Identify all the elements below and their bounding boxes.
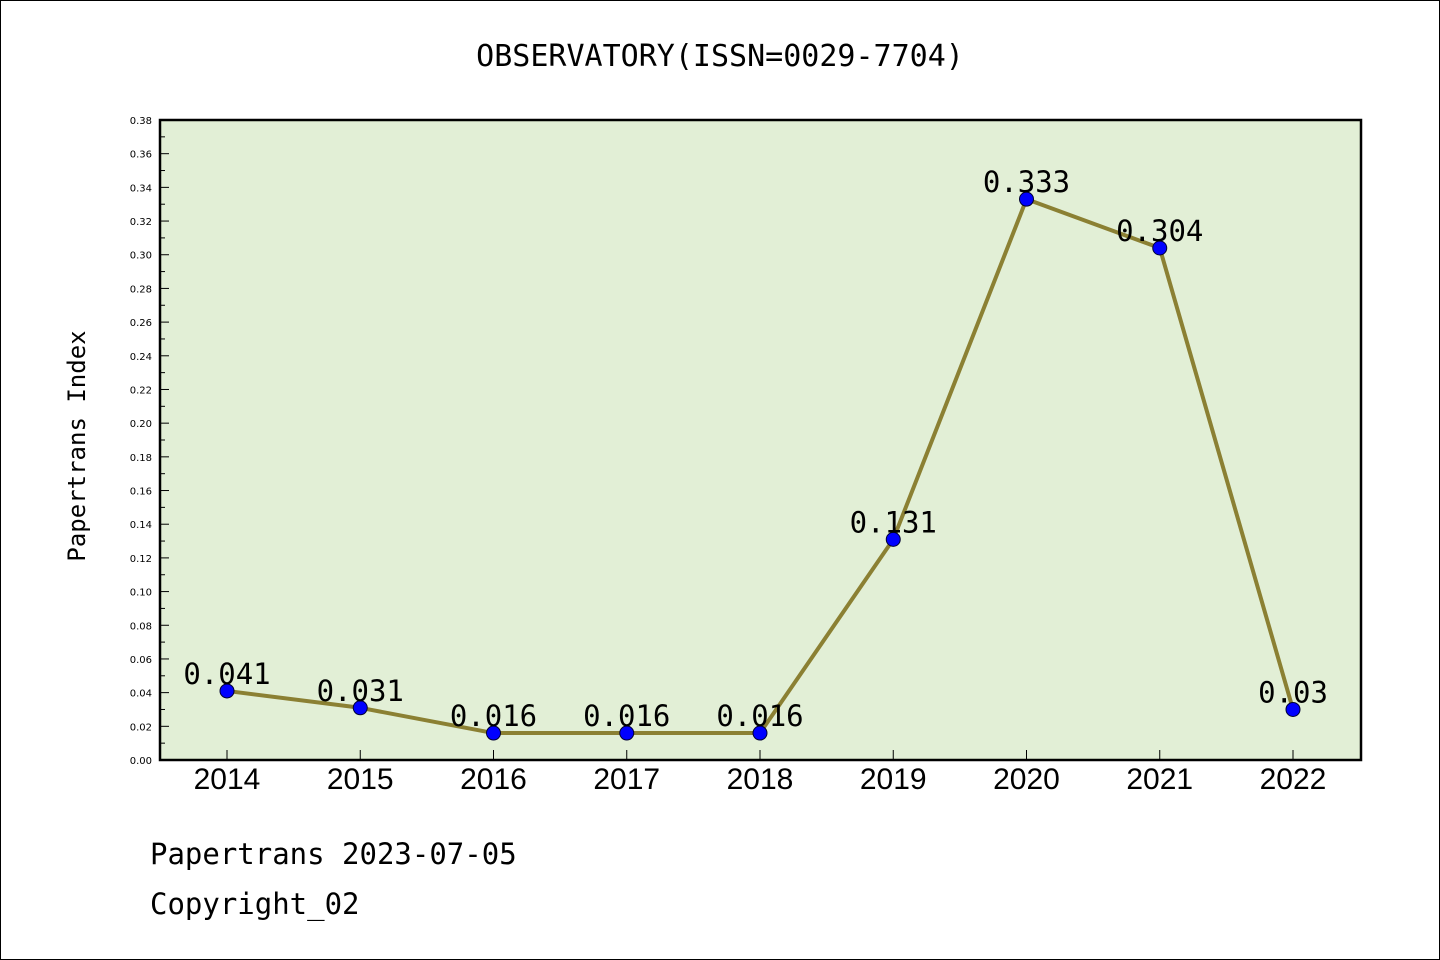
y-tick-label: 0.30 (130, 251, 152, 262)
y-tick-label: 0.16 (130, 487, 152, 498)
x-tick-label: 2022 (1260, 763, 1327, 796)
y-axis-ticks: 0.00 0.02 0.04 0.06 0.08 0.10 0.12 0.14 0.16 0.18… (130, 116, 169, 767)
x-tick-label: 2018 (727, 763, 794, 796)
x-axis-ticks: 2014 2015 2016 2017 2018 2019 2020 2021 2022 (194, 750, 1327, 796)
x-tick-label: 2020 (993, 763, 1060, 796)
data-label: 0.016 (450, 699, 537, 733)
footer-date: Papertrans 2023-07-05 (150, 837, 517, 871)
y-tick-label: 0.08 (130, 621, 152, 632)
data-markers (219, 191, 1301, 741)
x-tick-label: 2014 (194, 763, 261, 796)
y-tick-label: 0.28 (130, 284, 152, 295)
data-point (752, 725, 768, 741)
data-label: 0.016 (583, 699, 670, 733)
y-tick-label: 0.24 (130, 352, 152, 363)
data-point (486, 725, 501, 741)
data-labels: 0.041 0.031 0.016 0.016 0.016 0.131 0.333 0.304… (183, 165, 1328, 733)
footer-copyright: Copyright_02 (150, 887, 360, 922)
y-tick-label: 0.26 (130, 318, 152, 329)
y-tick-label: 0.20 (130, 419, 152, 430)
x-tick-label: 2017 (593, 763, 660, 796)
data-point (885, 531, 901, 547)
plot-area (160, 120, 1361, 760)
y-tick-label: 0.00 (130, 756, 152, 767)
y-tick-label: 0.10 (130, 588, 152, 599)
data-label: 0.016 (716, 699, 803, 733)
data-point (352, 700, 368, 716)
x-tick-label: 2021 (1126, 763, 1193, 796)
y-tick-label: 0.04 (130, 689, 152, 700)
data-label: 0.333 (983, 165, 1070, 199)
data-point (1285, 701, 1301, 717)
y-tick-label: 0.22 (130, 385, 152, 396)
x-tick-label: 2015 (327, 763, 394, 796)
y-tick-label: 0.36 (130, 150, 152, 161)
y-tick-label: 0.38 (130, 116, 152, 127)
y-tick-label: 0.34 (130, 183, 152, 194)
y-tick-label: 0.02 (130, 722, 152, 733)
y-tick-label: 0.18 (130, 453, 152, 464)
x-tick-label: 2019 (860, 763, 927, 796)
y-tick-label: 0.32 (130, 217, 152, 228)
data-label: 0.03 (1258, 675, 1328, 709)
data-point (1152, 240, 1168, 256)
y-axis-label: Papertrans Index (63, 330, 91, 561)
y-tick-label: 0.12 (130, 554, 152, 565)
data-label: 0.031 (317, 674, 404, 708)
data-label: 0.041 (183, 657, 270, 691)
data-point (619, 725, 635, 741)
chart-title: OBSERVATORY(ISSN=0029-7704) (476, 39, 964, 74)
data-point (1019, 191, 1034, 207)
data-label: 0.131 (850, 505, 937, 539)
x-tick-label: 2016 (460, 763, 527, 796)
y-tick-label: 0.14 (130, 520, 152, 531)
y-tick-label: 0.06 (130, 655, 152, 666)
plot-border (158, 118, 1363, 762)
data-point (219, 683, 235, 699)
data-label: 0.304 (1116, 214, 1203, 248)
